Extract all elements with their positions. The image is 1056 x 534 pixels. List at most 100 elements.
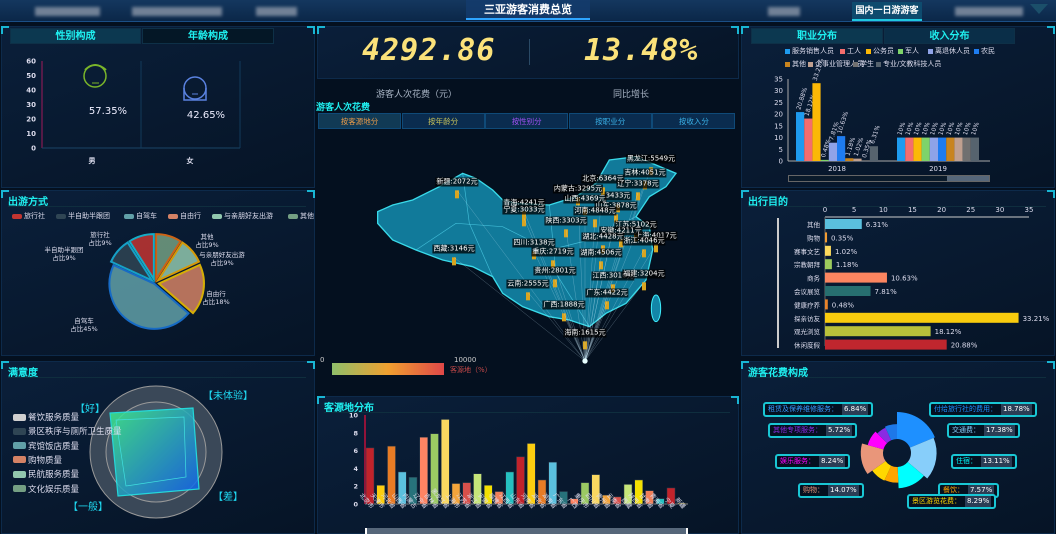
map-label-广西[interactable]: 广西:1888元: [542, 300, 586, 310]
tab-map-by-2[interactable]: 按性别分: [485, 113, 569, 129]
page-title: 三亚游客消费总览: [466, 0, 590, 20]
map-bar: [593, 219, 597, 228]
bar-value-label: 10%: [896, 121, 907, 136]
map-bar: [619, 239, 623, 248]
tab-day-trip-visitors[interactable]: 国内一日游游客: [852, 2, 922, 21]
legend-item[interactable]: 自驾车: [124, 211, 157, 221]
map-label-陕西[interactable]: 陕西:3303元: [544, 216, 588, 226]
map-label-天津[interactable]: 3433元: [604, 191, 632, 201]
legend-item[interactable]: 半自助半跟团: [56, 211, 110, 221]
pie-label: 半自助半跟团: [45, 245, 84, 254]
map-label-新疆[interactable]: 新疆:2072元: [435, 177, 479, 187]
scrollbar-vertical[interactable]: [777, 218, 779, 348]
y-tick-label: 8: [353, 429, 358, 437]
map-label-黑龙江[interactable]: 黑龙江:5549元: [625, 154, 677, 164]
legend-item[interactable]: 民航服务质量: [13, 468, 79, 480]
tab-map-by-4[interactable]: 按收入分: [652, 113, 736, 129]
legend-item[interactable]: 旅行社: [12, 211, 45, 221]
tab-age[interactable]: 年龄构成: [142, 28, 274, 44]
nav-item-blurred[interactable]: [955, 7, 1023, 16]
bar: [796, 112, 805, 161]
map-label-辽宁[interactable]: 辽宁:3378元: [616, 179, 660, 189]
tab-map-by-3[interactable]: 按职业分: [568, 113, 652, 129]
map-label-湖北[interactable]: 湖北:4428元: [581, 232, 625, 242]
map-label-江苏[interactable]: 江苏:5102元: [614, 220, 658, 230]
chevron-down-icon[interactable]: [1030, 4, 1048, 14]
bar: [677, 502, 686, 505]
bar: [430, 433, 439, 505]
legend-item[interactable]: 服务销售人员: [785, 46, 834, 56]
map-label-海南[interactable]: 海南:1615元: [563, 328, 607, 338]
map-label-贵州[interactable]: 贵州:2801元: [533, 266, 577, 276]
bar-value-label: 10%: [937, 121, 948, 136]
y-tick-label: 10: [26, 130, 36, 138]
legend-item[interactable]: 其他: [785, 59, 806, 69]
y-tick-label: 25: [774, 99, 783, 107]
map-label-山东[interactable]: 山东:3878元: [594, 201, 638, 211]
tab-income[interactable]: 收入分布: [884, 28, 1015, 44]
bar: [580, 482, 590, 505]
map-label-西藏[interactable]: 西藏:3146元: [432, 244, 476, 254]
legend-item[interactable]: 工人: [840, 46, 861, 56]
legend-item[interactable]: 景区秩序与厕所卫生质量: [13, 425, 122, 437]
map-label-吉林[interactable]: 吉林:4051元: [623, 168, 667, 178]
map-label-云南[interactable]: 云南:2555元: [506, 279, 550, 289]
map-label-四川[interactable]: 四川:3138元: [512, 238, 556, 248]
rose-label-box: 购物： 14.07%: [798, 483, 864, 498]
map-label-重庆[interactable]: 重庆:2719元: [531, 247, 575, 257]
rose-slice: [897, 462, 924, 489]
map-label-河南[interactable]: 河南:4848元: [573, 206, 617, 216]
scrollbar-datazoom[interactable]: [365, 528, 688, 534]
nav-item-blurred[interactable]: [35, 7, 100, 16]
legend-item[interactable]: 文化娱乐质量: [13, 483, 79, 495]
legend-item[interactable]: 农民: [974, 46, 995, 56]
bar-value-label: 10%: [921, 121, 932, 136]
bar: [365, 447, 375, 505]
visual-map-bar[interactable]: [332, 363, 444, 375]
map-label-江西[interactable]: 江西:3016元: [591, 271, 635, 281]
bar-value-label: 10%: [946, 121, 957, 136]
tab-map-by-1[interactable]: 按年龄分: [401, 113, 485, 129]
legend-item[interactable]: 餐饮服务质量: [13, 411, 79, 423]
bar: [946, 137, 955, 161]
top-nav: 三亚游客消费总览 国内一日游游客: [0, 0, 1056, 22]
nav-item-blurred[interactable]: [768, 7, 800, 16]
bar: [516, 456, 525, 505]
legend-item[interactable]: 军人: [898, 46, 919, 56]
legend-item[interactable]: 其他: [288, 211, 314, 221]
map-label-北京[interactable]: 北京:6364元: [581, 174, 625, 184]
map-bar: [562, 313, 566, 322]
map-label-浙江[interactable]: 浙江:4046元: [622, 236, 666, 246]
pie-label: 占比9%: [88, 238, 111, 247]
radar-area: [109, 407, 200, 497]
legend-item[interactable]: 宾馆饭店质量: [13, 440, 79, 452]
nav-item-blurred[interactable]: [132, 7, 222, 16]
nav-item-blurred[interactable]: [256, 7, 297, 16]
map-label-广东[interactable]: 广东:4422元: [585, 288, 629, 298]
map-label-湖南[interactable]: 湖南:4506元: [579, 248, 623, 258]
legend-item[interactable]: 与亲朋好友出游: [212, 211, 273, 221]
map-label-山西[interactable]: 山西:4369元: [563, 194, 607, 204]
tab-occupation[interactable]: 职业分布: [751, 28, 883, 44]
bar: [825, 245, 831, 256]
map-label-福建[interactable]: 福建:3204元: [622, 269, 666, 279]
legend-item[interactable]: 学生: [853, 59, 874, 69]
legend-item[interactable]: 购物质量: [13, 454, 62, 466]
rose-label-box: 租赁及保养维修服务： 6.84%: [763, 402, 874, 417]
map-bar: [551, 260, 555, 269]
tab-map-by-0[interactable]: 按客源地分: [318, 113, 401, 129]
tab-gender[interactable]: 性别构成: [10, 28, 141, 44]
legend-item[interactable]: 企事业管理人员: [808, 59, 864, 69]
scrollbar-datazoom[interactable]: [788, 175, 990, 182]
legend-item[interactable]: 公务员: [866, 46, 894, 56]
legend-item[interactable]: 离退休人员: [928, 46, 970, 56]
map-label-宁夏[interactable]: 宁夏:3033元: [502, 205, 546, 215]
map-label-上海[interactable]: 上海:4017元: [634, 231, 678, 241]
map-label-安徽[interactable]: 安徽:4211元: [599, 226, 643, 236]
map-bar: [642, 282, 646, 291]
map-bar: [553, 279, 557, 288]
legend-item[interactable]: 专业/文教科技人员: [876, 59, 941, 69]
legend-item[interactable]: 自由行: [168, 211, 201, 221]
map-label-青海[interactable]: 青海:4241元: [502, 198, 546, 208]
map-label-内蒙古[interactable]: 内蒙古:3295元: [552, 184, 604, 194]
